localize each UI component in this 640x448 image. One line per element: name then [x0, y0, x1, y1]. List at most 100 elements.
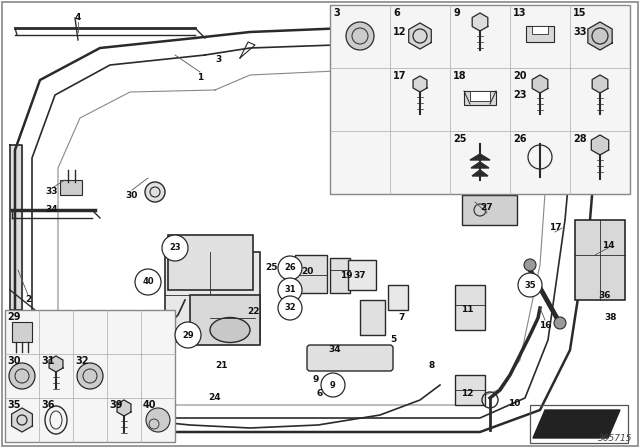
Circle shape [554, 317, 566, 329]
Text: 36: 36 [599, 290, 611, 300]
Polygon shape [591, 135, 609, 155]
Bar [348, 260, 376, 290]
Circle shape [77, 363, 103, 389]
Text: 8: 8 [429, 361, 435, 370]
Bar [330, 5, 630, 194]
Text: 25: 25 [266, 263, 278, 272]
Polygon shape [10, 145, 22, 310]
Text: 38: 38 [605, 314, 617, 323]
Text: 9: 9 [453, 8, 460, 18]
Text: 17: 17 [548, 224, 561, 233]
Bar [470, 91, 490, 101]
Text: 37: 37 [354, 271, 366, 280]
Text: 28: 28 [573, 134, 587, 144]
Text: 23: 23 [169, 244, 181, 253]
Text: 24: 24 [209, 393, 221, 402]
Polygon shape [588, 22, 612, 50]
Bar [464, 91, 496, 105]
Bar [60, 180, 82, 195]
Bar [190, 295, 260, 345]
Text: 29: 29 [182, 331, 194, 340]
Text: 13: 13 [513, 8, 527, 18]
Bar [165, 252, 260, 342]
Bar [462, 195, 517, 225]
Circle shape [146, 408, 170, 432]
Bar [455, 285, 485, 330]
Polygon shape [117, 400, 131, 416]
Polygon shape [470, 154, 490, 160]
Text: 21: 21 [216, 361, 228, 370]
Circle shape [518, 273, 542, 297]
Polygon shape [533, 410, 620, 438]
Text: 39: 39 [109, 400, 122, 410]
Text: 15: 15 [573, 8, 586, 18]
Bar [575, 220, 625, 300]
Polygon shape [12, 408, 33, 432]
Polygon shape [409, 23, 431, 49]
Text: 3: 3 [333, 8, 340, 18]
Text: 14: 14 [602, 241, 614, 250]
Bar [530, 405, 628, 443]
Text: 2: 2 [25, 296, 31, 305]
Bar [168, 235, 253, 290]
Text: 32: 32 [75, 356, 88, 366]
Text: 34: 34 [329, 345, 341, 354]
Polygon shape [472, 170, 488, 176]
Circle shape [278, 256, 302, 280]
Text: 9: 9 [313, 375, 319, 384]
Text: 31: 31 [284, 285, 296, 294]
Text: 27: 27 [481, 203, 493, 212]
Text: 40: 40 [142, 277, 154, 287]
Polygon shape [472, 13, 488, 31]
Text: 12: 12 [461, 388, 473, 397]
Text: 3: 3 [215, 56, 221, 65]
Text: 16: 16 [539, 320, 551, 329]
Bar [12, 322, 32, 342]
Bar [388, 285, 408, 310]
Text: 4: 4 [75, 13, 81, 22]
Text: 12: 12 [393, 27, 406, 37]
Circle shape [9, 363, 35, 389]
Circle shape [346, 22, 374, 50]
Bar [360, 300, 385, 335]
Circle shape [139, 334, 151, 346]
Circle shape [175, 322, 201, 348]
Circle shape [524, 259, 536, 271]
Polygon shape [471, 162, 489, 168]
Circle shape [278, 278, 302, 302]
Circle shape [145, 182, 165, 202]
Text: 5: 5 [390, 336, 396, 345]
Text: 26: 26 [513, 134, 527, 144]
Circle shape [278, 296, 302, 320]
FancyBboxPatch shape [307, 345, 393, 371]
Polygon shape [592, 75, 608, 93]
Text: 18: 18 [453, 71, 467, 81]
Text: 7: 7 [399, 314, 405, 323]
Polygon shape [49, 356, 63, 372]
Polygon shape [413, 76, 427, 92]
Text: 6: 6 [317, 388, 323, 397]
Ellipse shape [210, 318, 250, 343]
Circle shape [135, 269, 161, 295]
Circle shape [162, 235, 188, 261]
Text: 23: 23 [513, 90, 527, 100]
Bar [295, 255, 327, 293]
Text: 1: 1 [197, 73, 203, 82]
Text: 31: 31 [41, 356, 54, 366]
Text: 30: 30 [126, 190, 138, 199]
Text: 33: 33 [573, 27, 586, 37]
Text: 22: 22 [247, 307, 259, 316]
Text: 365715: 365715 [598, 434, 632, 443]
Bar [5, 310, 175, 442]
Bar [526, 26, 554, 42]
Circle shape [321, 373, 345, 397]
Bar [455, 375, 485, 405]
Text: 35: 35 [7, 400, 20, 410]
Text: 10: 10 [508, 399, 520, 408]
Text: 40: 40 [143, 400, 157, 410]
Text: 36: 36 [41, 400, 54, 410]
Text: 11: 11 [461, 306, 473, 314]
Text: 20: 20 [513, 71, 527, 81]
Text: 30: 30 [7, 356, 20, 366]
Text: 35: 35 [524, 280, 536, 289]
